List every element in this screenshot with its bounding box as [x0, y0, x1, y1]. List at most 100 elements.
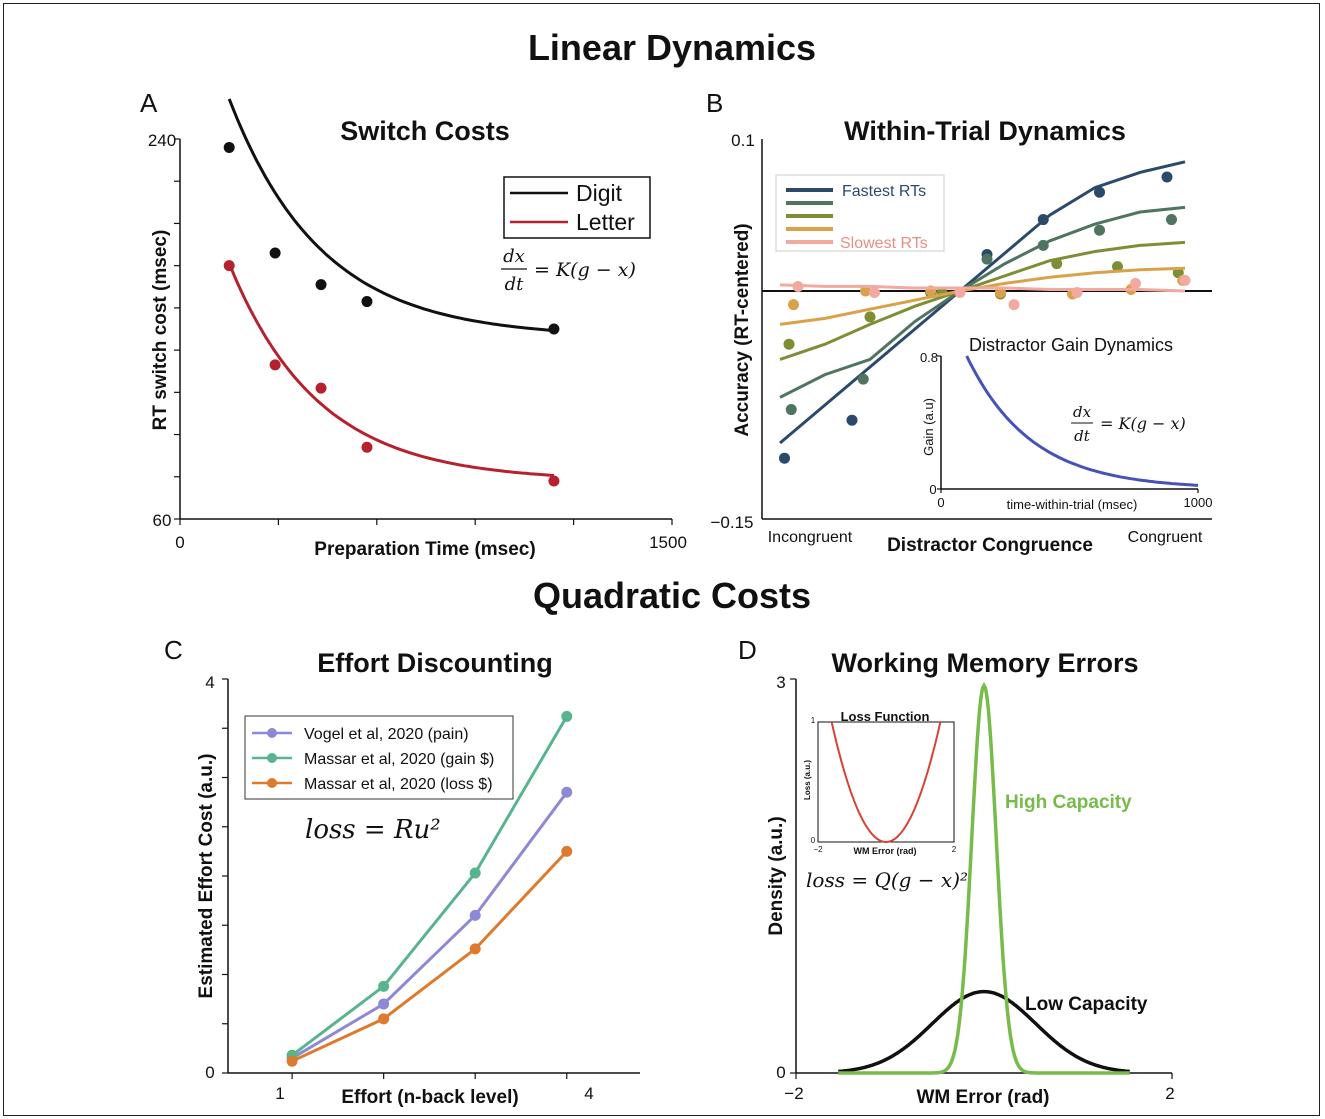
panel-b-dot-1-5: [1094, 224, 1105, 236]
panel-d-wm-errors: Working Memory Errors WM Error (rad) Den…: [766, 648, 1175, 1108]
panel-a-xtick-right: 1500: [649, 533, 687, 552]
panel-a-point-1-0: [223, 260, 235, 272]
panel-b-dot-4-6: [1179, 274, 1191, 286]
panel-d-ytick-top: 3: [776, 673, 785, 692]
panel-c-point-0-1: [378, 998, 390, 1010]
panel-a-point-1-2: [315, 382, 327, 394]
panel-c-point-2-0: [286, 1055, 298, 1067]
panel-c-equation: loss = Ru²: [305, 815, 441, 845]
panel-d-inset-plot: [817, 721, 955, 844]
panel-b-inset-eq-rhs: = K(g − x): [1100, 414, 1186, 433]
panel-a-xtick-left: 0: [175, 533, 184, 552]
panel-d-inset-ytick-top: 1: [811, 716, 816, 725]
panel-d-inset-ylabel: Loss (a.u.): [803, 760, 812, 800]
panel-d-inset-curve: [830, 721, 942, 844]
panel-b-inset-bg: [912, 334, 1210, 518]
panel-b-dot-0-1: [846, 414, 858, 426]
panel-b-dot-2-0: [783, 338, 795, 350]
panel-d-curve-1: [838, 989, 1130, 1074]
panel-d-label-low: Low Capacity: [1025, 994, 1148, 1015]
panel-c-point-1-3: [561, 710, 573, 722]
panel-d-xtick-right: 2: [1165, 1084, 1174, 1103]
panel-c-xtick-1: 1: [275, 1084, 284, 1103]
panel-c-legend-gain: Massar et al, 2020 (gain $): [304, 751, 494, 768]
panel-c-title: Effort Discounting: [317, 648, 552, 678]
panel-b-dot-0-0: [779, 452, 790, 464]
panel-b-dot-2-5: [1112, 261, 1123, 273]
panel-b-inset-xlabel: time-within-trial (msec): [1007, 497, 1138, 512]
panel-b-dot-0-5: [1094, 186, 1105, 198]
panel-b-within-trial: Within-Trial Dynamics Distractor Congrue…: [710, 116, 1212, 556]
panel-a-point-0-3: [361, 296, 373, 308]
panel-a-point-1-3: [361, 441, 373, 453]
panel-c-legend-vogel: Vogel et al, 2020 (pain): [304, 726, 469, 743]
panel-a-point-1-4: [548, 475, 560, 487]
panel-b-dot-4-2: [954, 287, 966, 299]
panel-a-ytick-bottom: 60: [153, 511, 172, 530]
panel-c-line-1: [291, 715, 569, 1057]
panel-b-dot-4-0: [792, 280, 804, 292]
panel-c-ytick-bottom: 0: [205, 1063, 214, 1082]
panel-b-inset: Distractor Gain Dynamics time-within-tri…: [912, 334, 1212, 518]
panel-b-dot-2-4: [1051, 258, 1063, 270]
panel-c-legend-marker-loss: [267, 778, 277, 788]
panel-a-point-0-4: [548, 323, 560, 335]
panel-b-dot-2-1: [864, 311, 876, 323]
panel-b-dot-1-1: [857, 373, 869, 385]
panel-letter-c: C: [164, 635, 183, 665]
panel-b-title: Within-Trial Dynamics: [844, 116, 1126, 146]
panel-a-fit-0: [227, 98, 555, 332]
panel-b-xlabel-incongruent: Incongruent: [768, 529, 853, 546]
panel-b-dot-1-3: [981, 253, 993, 265]
panel-d-label-high: High Capacity: [1005, 792, 1132, 813]
panel-b-legend-box: [775, 174, 945, 252]
panel-b-line-2: [779, 240, 1186, 361]
panel-b-inset-curve: [965, 355, 1199, 487]
panel-b-legend-slowest: Slowest RTs: [840, 235, 928, 252]
panel-c-legend-marker-vogel: [267, 728, 277, 738]
panel-b-dot-4-3: [1008, 299, 1020, 311]
panel-b-dot-1-6: [1166, 214, 1177, 226]
panel-b-dot-1-4: [1037, 239, 1049, 251]
panel-c-xtick-4: 4: [584, 1084, 593, 1103]
panel-a-title: Switch Costs: [340, 116, 510, 146]
panel-b-dot-0-6: [1161, 171, 1173, 183]
panel-b-dot-4-4: [1071, 287, 1083, 299]
panel-a-legend-digit: Digit: [576, 180, 623, 206]
panel-b-dot-4-5: [1130, 277, 1141, 289]
panel-letter-a: A: [140, 88, 158, 118]
panel-b-dot-3-3: [995, 287, 1006, 299]
panel-d-inset-equation: loss = Q(g − x)²: [806, 868, 968, 892]
panel-c-legend-loss: Massar et al, 2020 (loss $): [304, 776, 493, 793]
panel-a-series: [223, 98, 560, 487]
panel-a-point-1-1: [269, 359, 281, 371]
panel-d-title: Working Memory Errors: [831, 648, 1138, 678]
panel-b-dot-1-0: [785, 404, 797, 416]
panel-a-axes: [174, 138, 673, 525]
panel-b-inset-ytick-bottom: 0: [929, 482, 936, 497]
panel-d-ylabel: Density (a.u.): [766, 816, 787, 935]
section-title-quadratic: Quadratic Costs: [533, 575, 811, 616]
panel-a-legend-letter: Letter: [576, 209, 635, 235]
panel-b-dot-3-1: [860, 285, 871, 297]
panel-a-point-0-0: [223, 141, 235, 153]
panel-b-dot-4-1: [869, 287, 880, 299]
panel-c-line-2: [291, 850, 568, 1063]
panel-b-line-0: [779, 160, 1186, 445]
panel-b-legend: Fastest RTs Slowest RTs: [775, 174, 945, 252]
panel-b-inset-ytick-top: 0.8: [920, 350, 938, 365]
panel-a-point-0-2: [315, 279, 327, 291]
panel-c-point-1-2: [469, 867, 481, 879]
panel-b-inset-ylabel: Gain (a.u): [921, 398, 936, 456]
panel-c-point-0-3: [561, 786, 573, 798]
panel-letter-b: B: [706, 88, 723, 118]
panel-d-inset: Loss Function WM Error (rad) Loss (a.u.)…: [803, 709, 968, 892]
panel-b-ylabel: Accuracy (RT-centered): [732, 223, 753, 436]
panel-a-fit-1: [227, 263, 554, 477]
panel-a-point-0-1: [269, 247, 281, 259]
panel-c-point-2-1: [378, 1013, 390, 1025]
panel-c-series: [286, 710, 573, 1067]
panel-b-line-4: [779, 283, 1186, 293]
panel-d-curve-0: [838, 681, 1130, 1075]
